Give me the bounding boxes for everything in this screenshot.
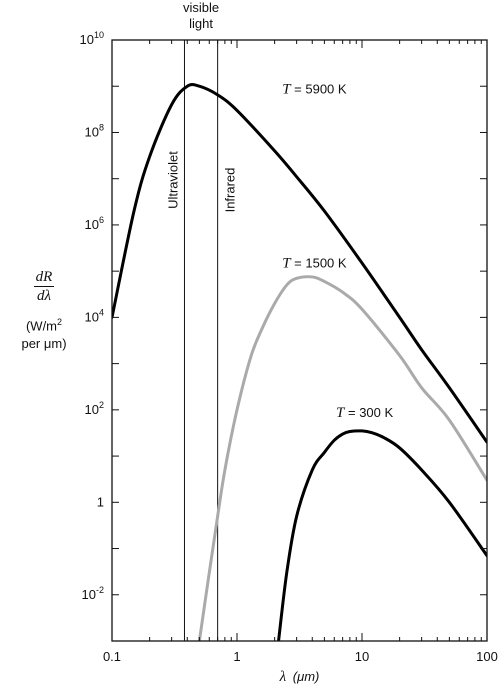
- x-tick-label: 0.1: [103, 649, 121, 664]
- y-axis-numerator: dR: [35, 269, 53, 285]
- y-tick-label: 102: [85, 400, 104, 417]
- y-tick-label-base: 10: [85, 402, 99, 417]
- y-tick-label: 1: [97, 494, 104, 509]
- y-axis-units-sup: 2: [57, 317, 63, 327]
- y-axis-label: dR dλ (W/m2 per μm): [8, 268, 80, 353]
- plot-frame: [111, 39, 488, 642]
- series-label-5900k: T = 5900 K: [282, 81, 347, 97]
- series-label-300k: T = 300 K: [336, 405, 393, 421]
- x-tick-label: 100: [476, 649, 498, 664]
- y-tick-label-base: 10: [82, 587, 96, 602]
- y-tick-label: 10-2: [82, 585, 104, 602]
- series-curve-300k: [277, 429, 487, 641]
- infrared-label: Infrared: [223, 168, 238, 213]
- x-axis-symbol: λ: [279, 669, 287, 685]
- y-tick-label-exponent: 10: [94, 30, 104, 40]
- y-axis-units: (W/m2 per μm): [8, 313, 80, 353]
- y-tick-label-exponent: 4: [99, 307, 104, 317]
- y-tick-label-base: 10: [85, 124, 99, 139]
- y-tick-label-base: 10: [85, 309, 99, 324]
- series-label-300k-rest: = 300 K: [344, 405, 393, 420]
- x-tick-label: 10: [355, 649, 369, 664]
- y-tick-label-base: 10: [85, 217, 99, 232]
- series-labels: T = 5900 KT = 1500 KT = 300 K: [282, 81, 393, 421]
- y-axis-fraction: dR dλ: [33, 268, 55, 305]
- y-tick-label: 104: [85, 307, 104, 324]
- y-tick-label-base: 1: [97, 494, 104, 509]
- visible-light-band: [183, 40, 219, 641]
- series-label-1500k-rest: = 1500 K: [291, 255, 347, 270]
- y-tick-label-exponent: 2: [99, 400, 104, 410]
- y-tick-label: 1010: [80, 30, 104, 47]
- y-tick-label-exponent: 6: [99, 215, 104, 225]
- series-curve-1500k: [197, 275, 487, 641]
- x-axis-unit: (μm): [293, 669, 320, 684]
- visible-light-label-line2: light: [189, 16, 213, 31]
- series-label-5900k-rest: = 5900 K: [291, 81, 347, 96]
- x-axis-label: λ (μm): [279, 669, 320, 685]
- y-axis-units-line2: per μm): [21, 336, 67, 352]
- series-curve-5900k: [112, 83, 487, 444]
- y-tick-label-exponent: -2: [96, 585, 104, 595]
- y-tick-label: 108: [85, 122, 104, 139]
- series-curves: [112, 83, 487, 641]
- x-tick-label: 1: [233, 649, 240, 664]
- y-tick-label-base: 10: [80, 32, 94, 47]
- series-label-1500k-var: T: [282, 255, 292, 271]
- series-label-5900k-var: T: [282, 81, 292, 97]
- series-label-300k-var: T: [336, 405, 346, 421]
- series-label-1500k: T = 1500 K: [282, 255, 347, 271]
- y-axis-denominator: dλ: [33, 286, 55, 305]
- y-tick-label-exponent: 8: [99, 122, 104, 132]
- y-tick-label: 106: [85, 215, 104, 232]
- ultraviolet-label: Ultraviolet: [165, 151, 180, 209]
- y-axis-units-line1: (W/m: [25, 318, 58, 334]
- visible-light-label-line1: visible: [183, 0, 219, 15]
- axis-ticks: [111, 39, 487, 642]
